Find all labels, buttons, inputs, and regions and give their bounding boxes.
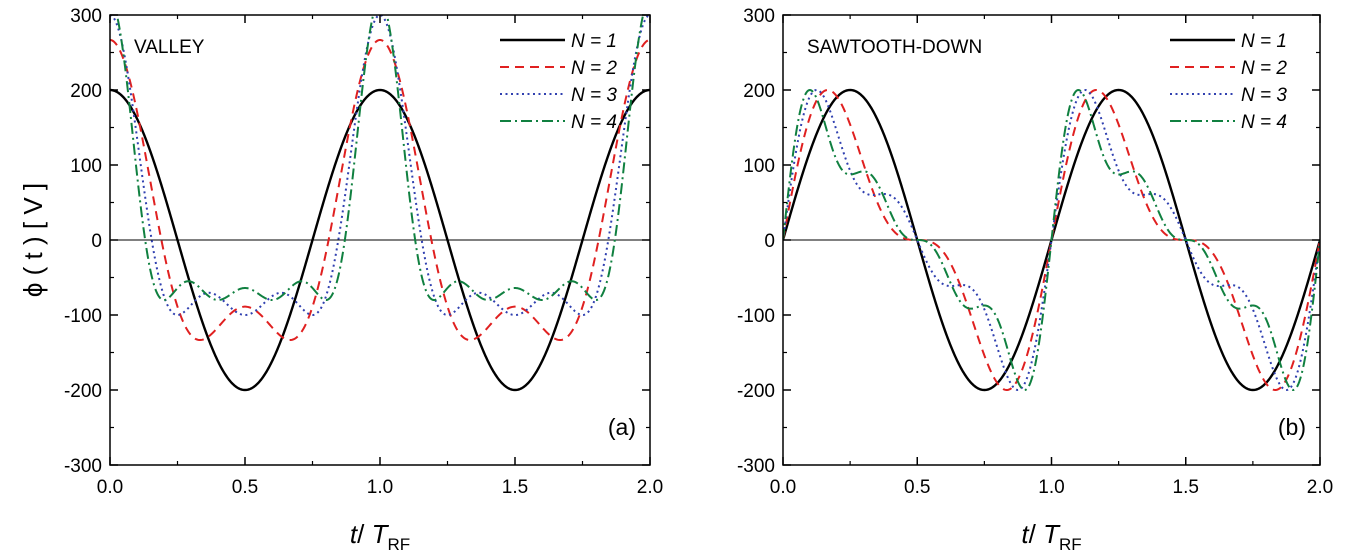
x-axis-title: t/ TRF [350, 519, 410, 554]
y-tick-label: 200 [70, 81, 102, 102]
series-line-n1 [110, 88, 650, 392]
panel-label: (a) [608, 414, 636, 440]
y-tick-label: -100 [737, 306, 775, 327]
y-tick-label: 100 [743, 156, 775, 177]
y-tick-label: -300 [737, 456, 775, 477]
waveform-annotation: SAWTOOTH-DOWN [807, 37, 982, 58]
x-axis-title-var: t [1021, 519, 1030, 549]
y-axis-title: ϕ ( t ) [ V ] [18, 183, 48, 297]
x-tick-label: 0.0 [97, 477, 123, 498]
x-axis-title-sub: RF [387, 535, 410, 554]
x-axis-title-sym: T [1043, 519, 1061, 549]
y-tick-label: 200 [743, 81, 775, 102]
series-line-n2 [110, 38, 650, 342]
x-tick-label: 0.0 [770, 477, 796, 498]
x-axis-title-var: t [350, 519, 359, 549]
x-tick-label: 0.5 [904, 477, 930, 498]
x-axis-title-sep: / [357, 519, 371, 549]
x-axis-title-sym: T [372, 519, 390, 549]
y-tick-label: -300 [64, 456, 102, 477]
series-line-n2 [783, 88, 1320, 392]
x-tick-label: 1.5 [502, 477, 528, 498]
y-tick-label: 0 [91, 231, 102, 252]
series-line-n4 [783, 88, 1320, 392]
x-tick-label: 1.0 [367, 477, 393, 498]
x-tick-label: 2.0 [637, 477, 663, 498]
y-tick-label: 300 [743, 6, 775, 27]
x-tick-label: 2.0 [1307, 477, 1333, 498]
panel-label: (b) [1278, 414, 1306, 440]
y-tick-label: -100 [64, 306, 102, 327]
x-axis-title-sep: / [1029, 519, 1043, 549]
legend-label-n4: N = 4 [1241, 112, 1287, 133]
x-axis-title-sub: RF [1059, 535, 1082, 554]
y-tick-label: -200 [64, 381, 102, 402]
x-tick-label: 0.5 [232, 477, 258, 498]
legend-label-n1: N = 1 [1241, 31, 1287, 52]
series-line-n3 [110, 15, 650, 317]
x-tick-label: 1.5 [1173, 477, 1199, 498]
y-tick-label: 100 [70, 156, 102, 177]
y-tick-label: -200 [737, 381, 775, 402]
y-tick-label: 300 [70, 6, 102, 27]
x-axis-title: t/ TRF [1021, 519, 1081, 554]
legend-label-n4: N = 4 [571, 112, 617, 133]
legend-label-n3: N = 3 [1241, 85, 1287, 106]
legend-label-n2: N = 2 [1241, 58, 1287, 79]
legend-label-n3: N = 3 [571, 85, 617, 106]
y-tick-label: 0 [764, 231, 775, 252]
x-tick-label: 1.0 [1038, 477, 1064, 498]
legend-label-n1: N = 1 [571, 31, 617, 52]
legend-label-n2: N = 2 [571, 58, 617, 79]
waveform-annotation: VALLEY [134, 37, 205, 58]
